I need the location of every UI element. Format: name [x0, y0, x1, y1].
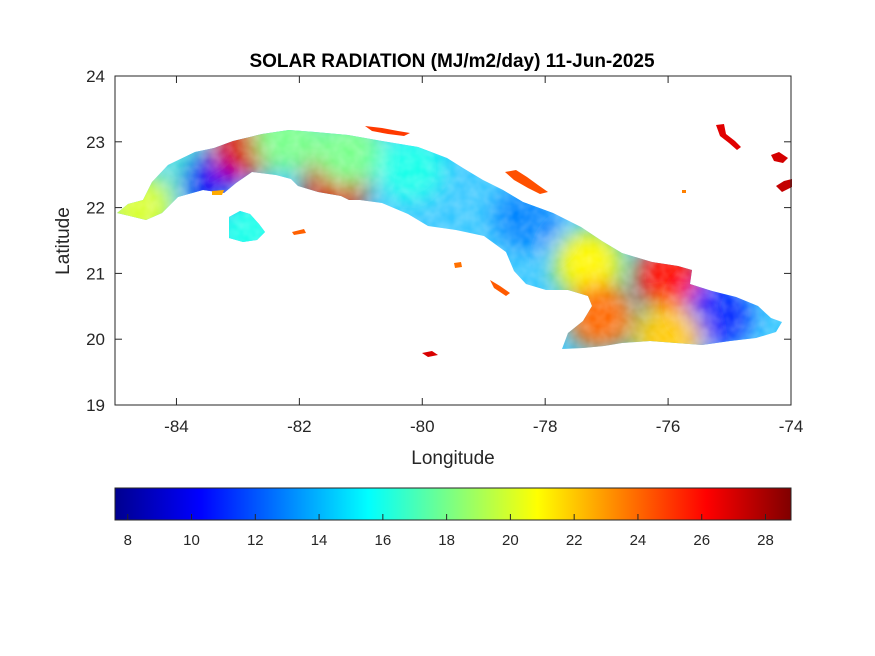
y-tick-label: 21 [86, 264, 105, 283]
x-tick-label: -84 [164, 417, 189, 436]
y-tick-label: 24 [86, 67, 105, 86]
small-islands [212, 124, 792, 357]
y-tick-label: 19 [86, 396, 105, 415]
colorbar-tick-label: 14 [311, 532, 328, 549]
colorbar-tick-label: 26 [693, 532, 710, 549]
x-tick-label: -74 [779, 417, 804, 436]
y-axis: 19 20 21 22 23 24 [86, 67, 791, 415]
colorbar-tick-label: 20 [502, 532, 519, 549]
colorbar-tick-label: 24 [630, 532, 647, 549]
colorbar-tick-label: 10 [183, 532, 200, 549]
colorbar [114, 487, 792, 521]
colorbar-tick-label: 18 [438, 532, 455, 549]
x-tick-label: -78 [533, 417, 558, 436]
x-axis: -84 -82 -80 -78 -76 -74 [164, 76, 803, 436]
colorbar-tick-label: 8 [124, 532, 132, 549]
chart-title: SOLAR RADIATION (MJ/m2/day) 11-Jun-2025 [249, 51, 655, 72]
y-tick-label: 20 [86, 330, 105, 349]
x-tick-label: -76 [656, 417, 681, 436]
colorbar-ticks: 8 10 12 14 16 18 20 22 24 26 28 [124, 514, 774, 549]
colorbar-tick-label: 12 [247, 532, 264, 549]
plot-area [115, 76, 791, 405]
plot-frame [114, 75, 792, 406]
x-tick-label: -82 [287, 417, 312, 436]
y-axis-label: Latitude [53, 207, 74, 275]
x-axis-label: Longitude [411, 448, 494, 469]
colorbar-tick-label: 28 [757, 532, 774, 549]
y-tick-label: 23 [86, 133, 105, 152]
colorbar-tick-label: 22 [566, 532, 583, 549]
x-tick-label: -80 [410, 417, 435, 436]
colorbar-tick-label: 16 [375, 532, 392, 549]
y-tick-label: 22 [86, 199, 105, 218]
